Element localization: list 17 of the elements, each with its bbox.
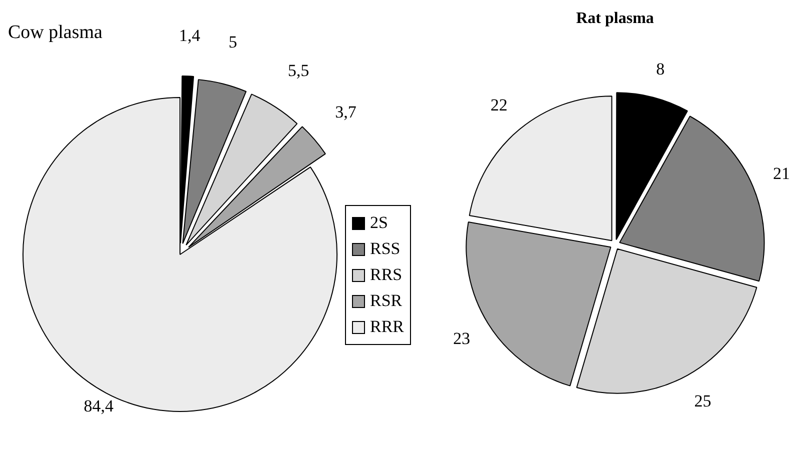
- chart-title: Cow plasma: [8, 22, 102, 44]
- data-label: 8: [656, 59, 665, 78]
- data-label: 22: [490, 96, 508, 115]
- data-label: 25: [694, 392, 712, 411]
- data-label: 5: [228, 32, 238, 52]
- legend-label: RRS: [369, 264, 404, 286]
- legend-label: RRR: [369, 316, 404, 338]
- legend-label: RSS: [369, 238, 402, 260]
- data-label: 84,4: [84, 396, 114, 416]
- legend-label: 2S: [369, 212, 389, 234]
- data-label: 21: [772, 164, 790, 184]
- legend-label: RSR: [369, 290, 404, 312]
- data-label: 23: [453, 329, 470, 348]
- data-label: 1,4: [178, 26, 201, 46]
- data-label: 3,7: [335, 102, 357, 122]
- data-label: 5,5: [288, 61, 310, 80]
- chart-title: Rat plasma: [575, 10, 655, 28]
